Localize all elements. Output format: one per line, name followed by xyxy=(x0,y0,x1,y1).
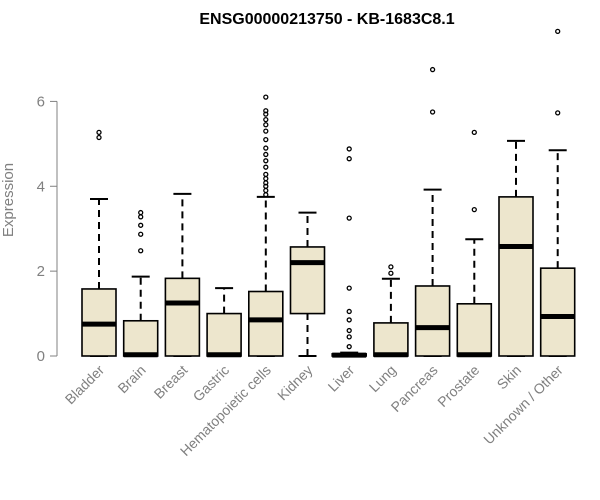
outlier-point xyxy=(388,270,394,276)
outlier-point xyxy=(346,308,352,315)
chart-title: ENSG00000213750 - KB-1683C8.1 xyxy=(199,11,454,28)
x-tick-label: Prostate xyxy=(434,362,482,410)
box-group xyxy=(122,209,159,358)
outlier-point xyxy=(263,180,269,186)
outlier-point xyxy=(346,215,352,221)
outlier-point xyxy=(346,146,352,152)
y-axis: 0 2 4 6 xyxy=(37,93,58,365)
box-group xyxy=(289,211,326,357)
outlier-point xyxy=(263,94,269,100)
box-group xyxy=(456,129,493,358)
box xyxy=(498,196,534,357)
outlier-point xyxy=(263,117,269,123)
x-tick-label: Unknown / Other xyxy=(480,362,566,448)
x-tick-label: Brain xyxy=(114,362,148,396)
y-tick-label: 4 xyxy=(37,178,45,195)
box-group xyxy=(81,129,117,357)
y-tick-label: 0 xyxy=(37,348,45,365)
outlier-point xyxy=(471,129,477,136)
outlier-point xyxy=(263,108,269,114)
x-tick-label: Breast xyxy=(151,362,191,402)
outlier-point xyxy=(346,344,352,350)
x-tick-label: Bladder xyxy=(62,362,108,408)
outlier-point xyxy=(388,264,394,270)
outlier-point xyxy=(138,209,144,216)
outlier-point xyxy=(263,158,269,164)
box-group xyxy=(498,139,534,357)
y-axis-label: Expression xyxy=(0,163,17,237)
boxes-layer xyxy=(81,28,576,358)
box-group xyxy=(539,28,576,357)
box-group xyxy=(373,264,409,358)
outlier-point xyxy=(138,214,144,220)
x-tick-label: Skin xyxy=(494,362,525,393)
box-group xyxy=(248,94,284,357)
outlier-point xyxy=(471,206,477,213)
outlier-point xyxy=(138,231,144,237)
outlier-point xyxy=(96,129,102,136)
outlier-point xyxy=(346,156,352,162)
box-group xyxy=(414,66,451,357)
outlier-point xyxy=(263,145,269,151)
box-group xyxy=(164,192,201,357)
y-tick-label: 6 xyxy=(37,93,45,110)
outlier-point xyxy=(429,109,436,115)
outlier-point xyxy=(263,171,269,178)
box-group xyxy=(206,287,242,358)
outlier-point xyxy=(138,222,144,228)
y-tick-label: 2 xyxy=(37,263,45,280)
outlier-point xyxy=(263,164,269,170)
box xyxy=(248,290,284,357)
outlier-point xyxy=(138,248,144,254)
box xyxy=(206,312,242,357)
box xyxy=(289,246,326,315)
outlier-point xyxy=(263,122,269,128)
outlier-point xyxy=(429,66,436,73)
box xyxy=(164,277,201,357)
box xyxy=(539,267,576,357)
outlier-point xyxy=(263,175,269,182)
outlier-point xyxy=(96,134,102,141)
x-tick-label: Liver xyxy=(325,362,358,395)
outlier-point xyxy=(555,28,561,35)
outlier-point xyxy=(346,327,352,334)
outlier-point xyxy=(346,334,352,340)
box xyxy=(456,303,493,357)
box xyxy=(122,319,159,357)
box-group xyxy=(331,146,368,358)
outlier-point xyxy=(263,187,269,194)
outlier-point xyxy=(263,151,269,158)
x-tick-label: Lung xyxy=(366,362,399,395)
outlier-point xyxy=(263,136,269,143)
outlier-point xyxy=(263,192,269,198)
box xyxy=(373,322,409,357)
outlier-point xyxy=(263,128,269,134)
x-tick-label: Kidney xyxy=(274,362,316,404)
outlier-point xyxy=(346,317,352,323)
outlier-point xyxy=(555,110,561,116)
box xyxy=(414,285,451,357)
outlier-point xyxy=(346,285,352,291)
